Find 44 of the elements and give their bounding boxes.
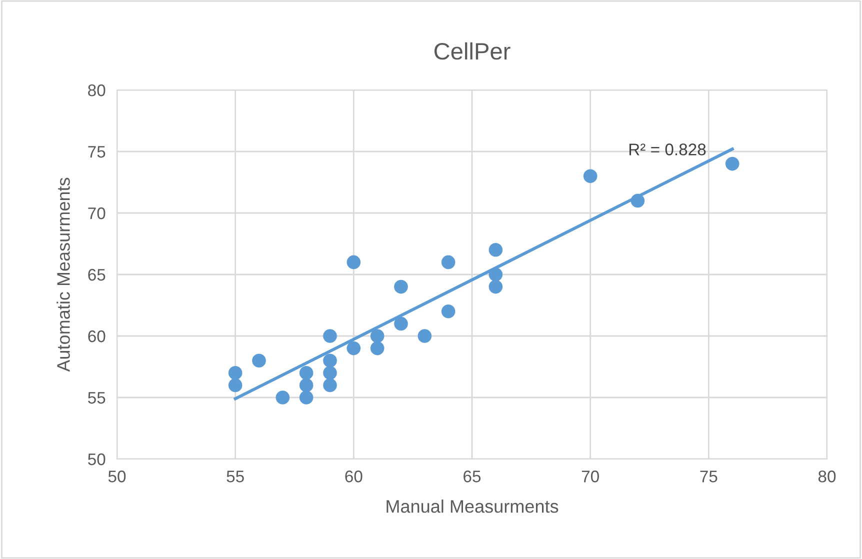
y-axis-title: Automatic Measurments [56,178,70,372]
y-tick-label: 70 [88,207,106,220]
point [394,316,408,331]
point [488,280,503,294]
x-tick-label: 75 [700,470,718,482]
point [323,354,337,368]
x-tick-label: 50 [108,470,126,482]
x-tick-label: 55 [226,470,244,482]
point [276,390,290,404]
y-tick-label: 65 [88,268,106,281]
x-tick-label: 80 [818,470,836,482]
y-tick-label: 75 [88,146,106,158]
point [323,366,337,380]
point [346,255,361,270]
point [299,378,314,392]
x-tick-label: 65 [464,470,481,482]
point [725,156,740,171]
point [418,329,432,343]
y-tick-label: 50 [88,453,106,466]
annotation: R² = 0.828 [629,144,706,156]
x-axis-title: Manual Measurments [386,500,558,513]
point [441,255,456,270]
y-tick-label: 80 [88,84,106,96]
point [299,366,314,380]
point [488,268,503,282]
point [370,341,384,356]
point [252,354,266,368]
point [488,242,503,257]
point [394,280,408,294]
chart-title: CellPer [434,42,510,60]
point [323,378,337,392]
y-tick-label: 55 [88,392,106,404]
point [370,329,384,343]
point [630,194,645,208]
x-tick-label: 60 [345,470,362,482]
point [323,329,337,343]
point [228,378,242,392]
x-tick-label: 70 [582,470,599,482]
y-tick-label: 60 [88,330,106,342]
point [346,341,361,356]
point [583,169,598,184]
point [299,390,314,404]
point [228,366,242,380]
point [441,304,456,318]
